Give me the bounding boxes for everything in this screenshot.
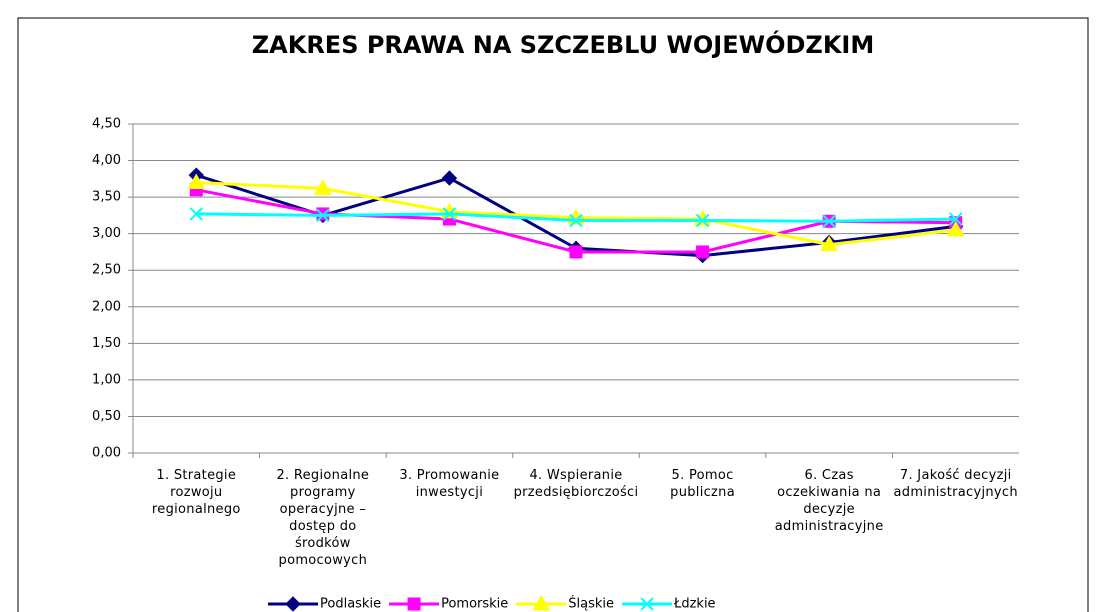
marker xyxy=(695,213,710,228)
marker xyxy=(820,235,839,252)
marker xyxy=(189,207,203,221)
marker xyxy=(187,173,206,189)
x-tick-label: 2. Regionalne programy operacyjne – dost… xyxy=(276,468,370,568)
chart-border xyxy=(17,17,1089,612)
marker xyxy=(569,213,583,228)
marker xyxy=(316,208,330,223)
y-tick-label: 1,50 xyxy=(92,336,121,351)
marker xyxy=(946,221,965,237)
y-tick-label: 1,00 xyxy=(92,372,121,387)
marker xyxy=(313,179,332,195)
marker xyxy=(569,245,583,259)
y-tick-label: 0,00 xyxy=(92,446,121,461)
y-tick-label: 2,50 xyxy=(92,263,121,278)
y-tick-label: 0,50 xyxy=(92,409,121,424)
y-tick-label: 4,00 xyxy=(92,153,121,168)
y-tick-label: 3,50 xyxy=(92,190,121,205)
x-tick-label: 6. Czas oczekiwania na decyzje administr… xyxy=(774,468,884,534)
marker xyxy=(285,596,301,612)
marker xyxy=(640,597,654,611)
x-tick-label: 3. Promowanie inwestycji xyxy=(399,468,500,500)
y-tick-label: 4,50 xyxy=(92,117,121,132)
marker xyxy=(949,212,963,226)
x-tick-label: 4. Wspieranie przedsiębiorczości xyxy=(513,468,639,500)
marker xyxy=(696,245,710,259)
chart-title: ZAKRES PRAWA NA SZCZEBLU WOJEWÓDZKIM xyxy=(252,29,874,59)
x-tick-label: 7. Jakość decyzji administracyjnych xyxy=(893,468,1018,500)
legend-label: Śląskie xyxy=(568,596,614,612)
y-tick-label: 3,00 xyxy=(92,226,121,241)
marker xyxy=(407,597,421,611)
legend-label: Podlaskie xyxy=(320,597,381,612)
marker xyxy=(822,214,836,228)
legend-label: Łdzkie xyxy=(673,597,716,612)
marker xyxy=(442,207,457,221)
x-tick-label: 1. Strategie rozwoju regionalnego xyxy=(151,468,241,517)
marker xyxy=(441,170,458,186)
legend-label: Pomorskie xyxy=(441,597,508,612)
y-tick-label: 2,00 xyxy=(92,299,121,314)
marker xyxy=(532,594,551,611)
x-tick-label: 5. Pomoc publiczna xyxy=(670,468,735,500)
